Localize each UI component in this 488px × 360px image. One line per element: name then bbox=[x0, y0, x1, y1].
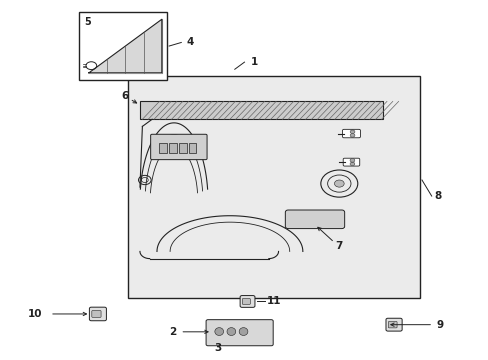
FancyBboxPatch shape bbox=[285, 210, 344, 229]
Bar bbox=[127, 76, 419, 298]
FancyBboxPatch shape bbox=[89, 307, 106, 321]
Circle shape bbox=[334, 180, 344, 187]
Circle shape bbox=[349, 130, 354, 134]
FancyBboxPatch shape bbox=[92, 311, 101, 318]
Text: 8: 8 bbox=[433, 191, 441, 201]
Circle shape bbox=[349, 162, 354, 166]
Bar bbox=[188, 143, 196, 153]
FancyBboxPatch shape bbox=[387, 321, 396, 328]
FancyBboxPatch shape bbox=[150, 134, 206, 159]
FancyBboxPatch shape bbox=[242, 298, 250, 305]
Text: 4: 4 bbox=[186, 37, 193, 48]
Ellipse shape bbox=[239, 328, 247, 336]
Text: 11: 11 bbox=[266, 296, 280, 306]
Text: 7: 7 bbox=[335, 241, 342, 251]
Circle shape bbox=[349, 158, 354, 162]
Ellipse shape bbox=[214, 328, 223, 336]
Bar bbox=[169, 143, 177, 153]
Text: 2: 2 bbox=[169, 327, 176, 337]
FancyBboxPatch shape bbox=[343, 158, 359, 166]
FancyBboxPatch shape bbox=[342, 129, 360, 138]
FancyBboxPatch shape bbox=[385, 318, 401, 331]
Text: 3: 3 bbox=[214, 343, 221, 353]
Text: 6: 6 bbox=[122, 91, 129, 101]
Ellipse shape bbox=[226, 328, 235, 336]
Text: 1: 1 bbox=[250, 57, 257, 67]
FancyBboxPatch shape bbox=[240, 296, 254, 307]
Bar bbox=[179, 143, 186, 153]
Text: 5: 5 bbox=[84, 18, 91, 27]
Bar bbox=[140, 102, 382, 119]
Text: 9: 9 bbox=[436, 320, 443, 330]
FancyBboxPatch shape bbox=[205, 320, 273, 346]
Bar bbox=[79, 12, 166, 80]
Circle shape bbox=[349, 134, 354, 137]
Polygon shape bbox=[89, 19, 162, 73]
Bar bbox=[159, 143, 167, 153]
Text: 10: 10 bbox=[28, 309, 42, 319]
